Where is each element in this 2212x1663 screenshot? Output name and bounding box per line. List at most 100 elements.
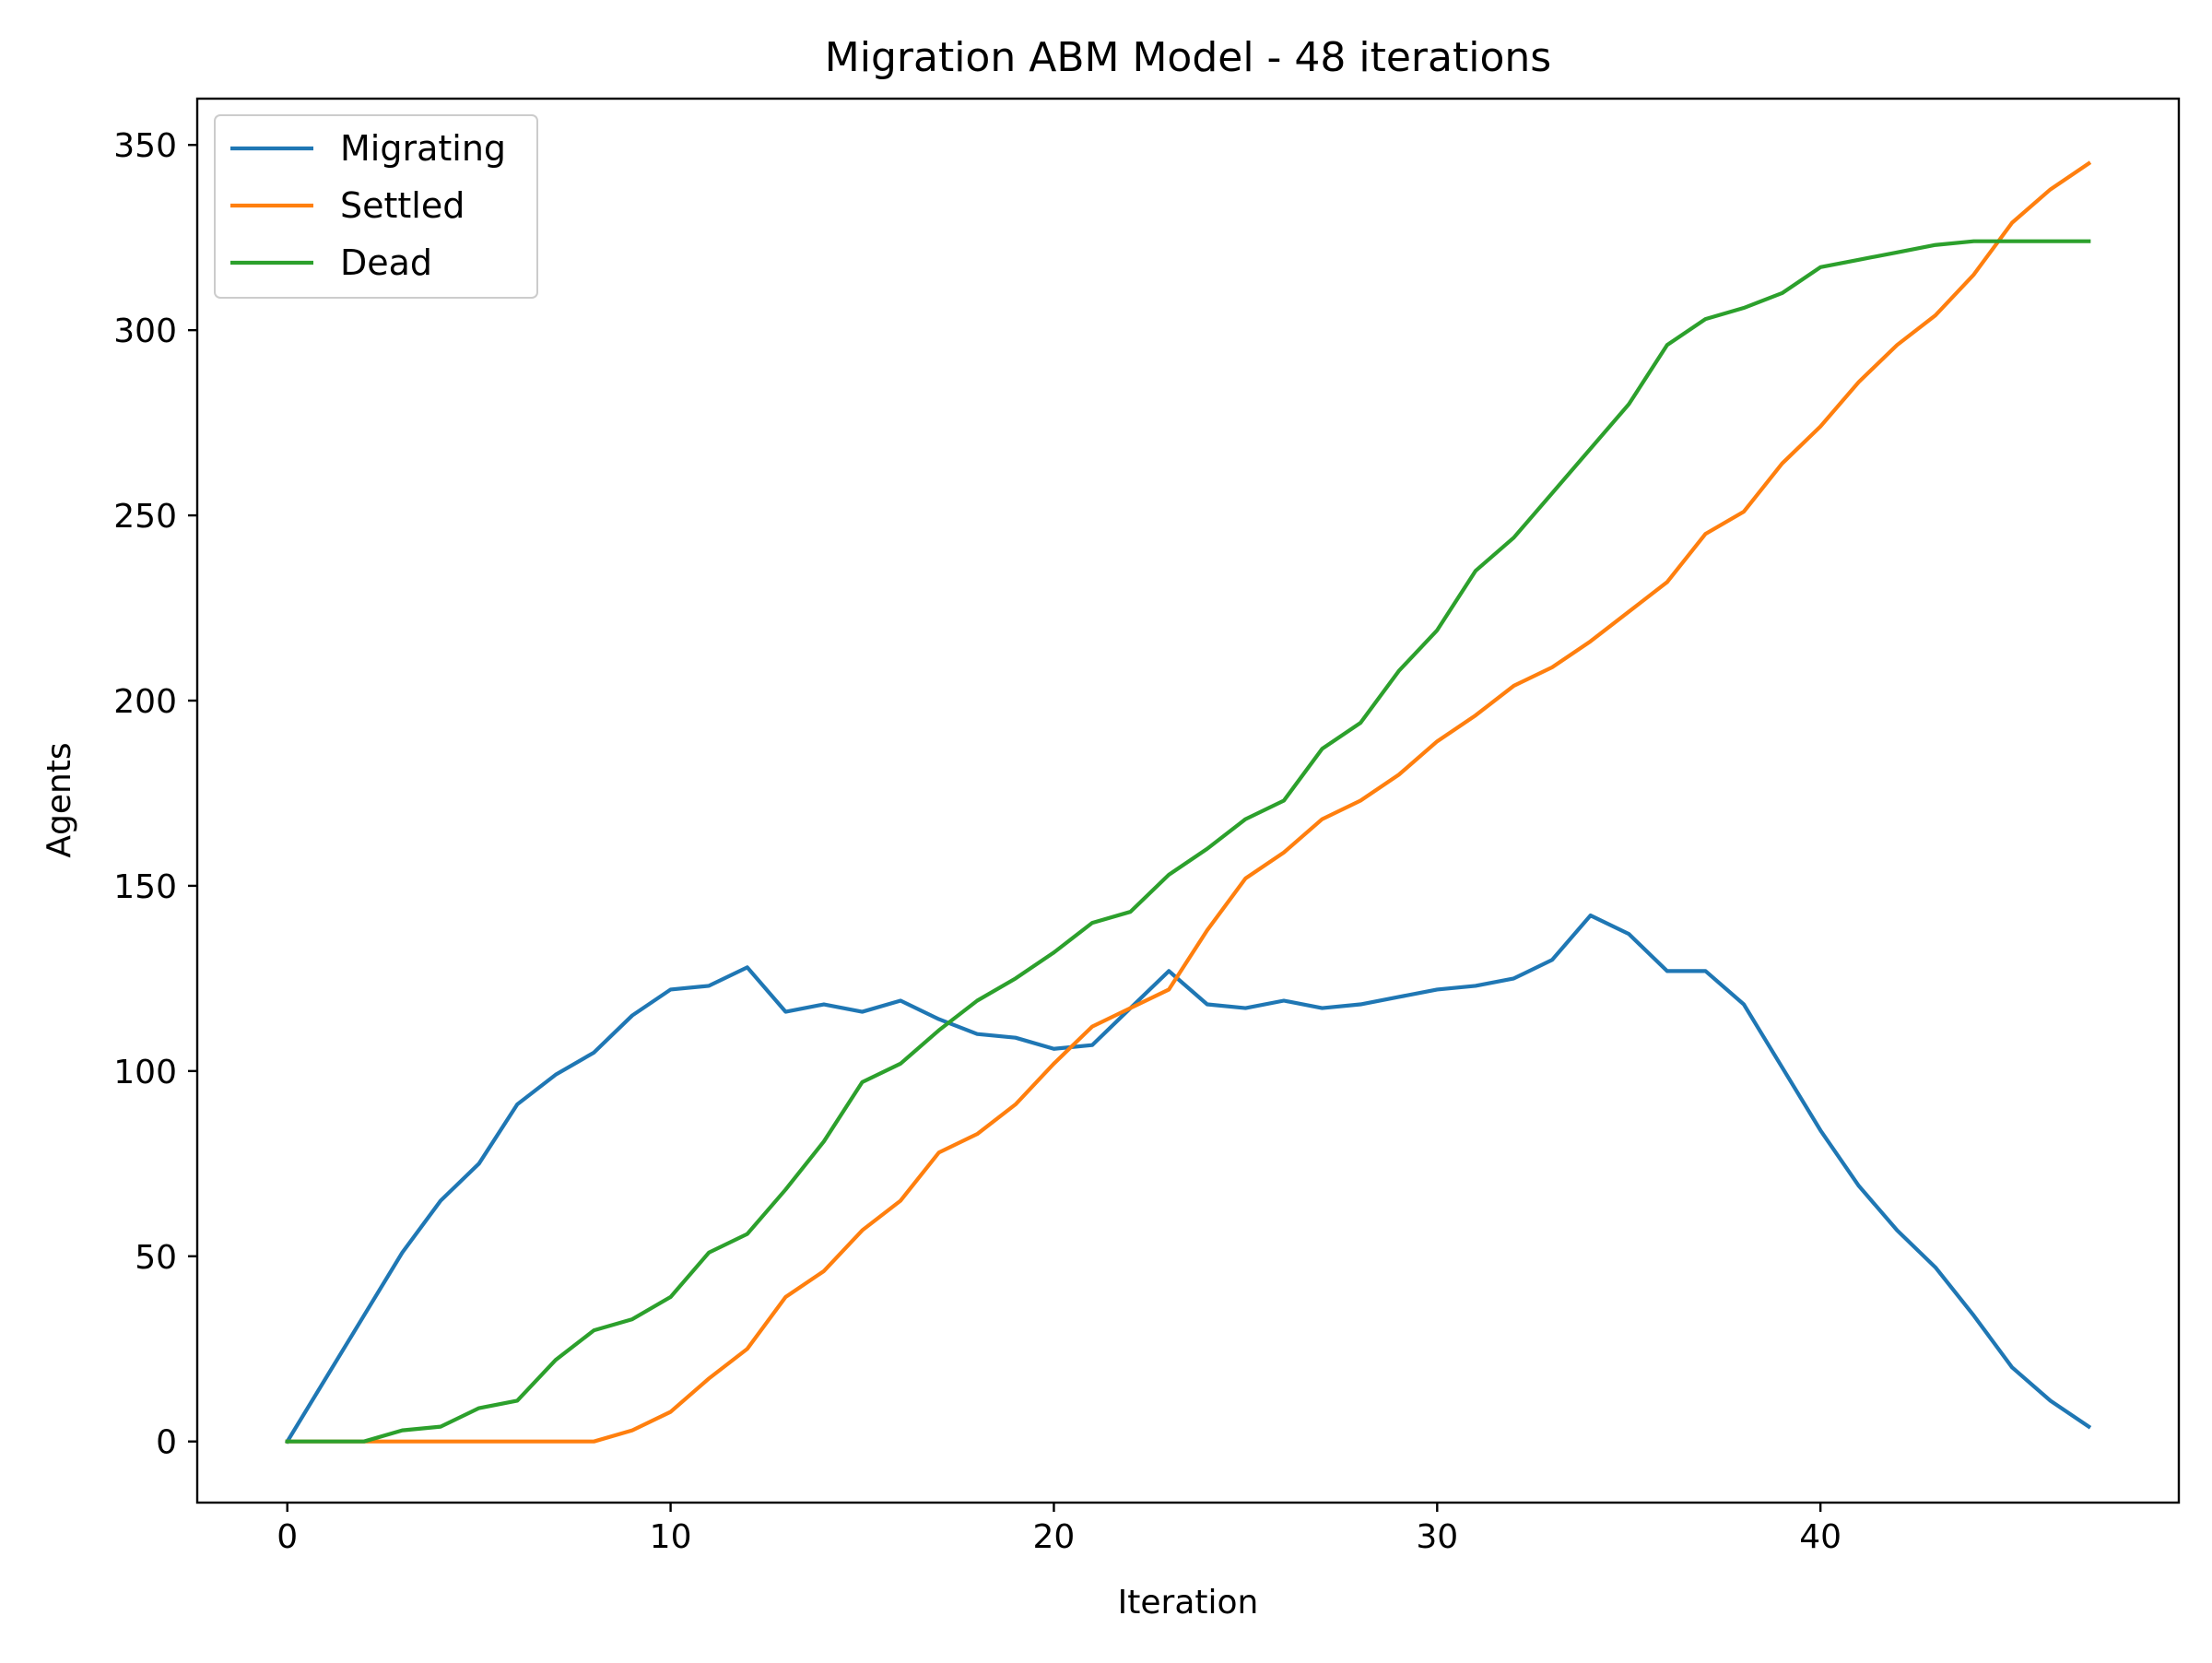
data-point-settled — [1397, 773, 1401, 776]
data-point-settled — [1627, 609, 1630, 613]
data-point-migrating — [1359, 1002, 1362, 1006]
data-point-settled — [1129, 1006, 1133, 1009]
data-point-migrating — [668, 987, 672, 991]
data-point-settled — [668, 1409, 672, 1413]
data-point-settled — [2087, 161, 2090, 165]
y-tick-label: 50 — [135, 1239, 177, 1277]
legend-label-migrating: Migrating — [340, 128, 506, 169]
data-point-settled — [1435, 739, 1439, 743]
data-point-migrating — [2049, 1398, 2053, 1402]
data-point-settled — [2049, 187, 2053, 191]
data-point-dead — [1665, 343, 1669, 347]
data-point-settled — [1512, 684, 1515, 688]
data-point-dead — [2049, 240, 2053, 243]
data-point-dead — [439, 1425, 442, 1429]
data-point-migrating — [899, 998, 902, 1002]
ticks-layer: 0 10 20 30 40 0 50 100 150 200 250 300 350 — [113, 127, 1841, 1556]
data-point-migrating — [1282, 998, 1286, 1002]
y-tick-label: 0 — [156, 1424, 177, 1462]
data-point-dead — [1589, 447, 1593, 451]
data-point-dead — [1780, 291, 1783, 295]
data-point-dead — [1320, 747, 1324, 750]
data-point-settled — [783, 1295, 787, 1299]
data-point-settled — [1665, 580, 1669, 584]
legend-items: Migrating Settled Dead — [230, 128, 506, 283]
data-point-dead — [975, 998, 979, 1002]
data-point-migrating — [1397, 995, 1401, 998]
data-point-settled — [1818, 425, 1822, 429]
x-tick-label: 40 — [1799, 1518, 1841, 1556]
data-point-settled — [822, 1269, 826, 1273]
legend-box — [214, 114, 538, 299]
x-tick-label: 0 — [276, 1518, 298, 1556]
data-point-dead — [822, 1139, 826, 1143]
data-point-migrating — [783, 1009, 787, 1013]
data-point-migrating — [1052, 1047, 1055, 1051]
data-point-dead — [860, 1080, 864, 1084]
data-point-migrating — [1895, 1229, 1899, 1233]
data-point-dead — [1435, 629, 1439, 632]
data-point-dead — [1206, 847, 1209, 851]
data-point-settled — [1474, 714, 1477, 717]
data-point-dead — [1474, 569, 1477, 572]
data-point-migrating — [1780, 1066, 1783, 1069]
data-point-dead — [592, 1328, 595, 1332]
data-point-migrating — [592, 1051, 595, 1055]
data-point-settled — [1703, 532, 1707, 536]
data-point-migrating — [1665, 969, 1669, 973]
data-point-dead — [1243, 817, 1247, 820]
y-tick-label: 100 — [113, 1054, 177, 1091]
data-point-settled — [2010, 221, 2014, 225]
data-point-settled — [1359, 798, 1362, 802]
data-point-dead — [1627, 402, 1630, 406]
data-point-migrating — [1320, 1006, 1324, 1009]
data-point-migrating — [439, 1198, 442, 1202]
data-point-settled — [477, 1440, 481, 1444]
data-point-settled — [515, 1440, 519, 1444]
y-axis-label: Agents — [41, 742, 78, 857]
data-point-dead — [1512, 536, 1515, 539]
data-point-dead — [1703, 317, 1707, 321]
data-point-dead — [1397, 669, 1401, 673]
x-tick-label: 10 — [650, 1518, 692, 1556]
data-point-settled — [899, 1198, 902, 1202]
data-point-migrating — [2010, 1365, 2014, 1369]
data-point-migrating — [1474, 984, 1477, 987]
data-point-dead — [362, 1440, 366, 1444]
data-point-settled — [1206, 928, 1209, 932]
series-line-settled — [285, 160, 2092, 1444]
data-point-dead — [2087, 240, 2090, 243]
legend-label-settled: Settled — [340, 185, 465, 226]
data-point-dead — [400, 1429, 404, 1433]
data-point-migrating — [2087, 1425, 2090, 1429]
data-point-settled — [1167, 987, 1171, 991]
data-point-settled — [1090, 1025, 1094, 1029]
data-point-migrating — [400, 1251, 404, 1255]
data-point-dead — [783, 1187, 787, 1191]
data-point-migrating — [362, 1314, 366, 1317]
data-point-dead — [1282, 798, 1286, 802]
data-point-migrating — [1627, 932, 1630, 936]
data-point-dead — [2010, 240, 2014, 243]
data-point-dead — [1090, 921, 1094, 925]
data-point-migrating — [1014, 1036, 1018, 1040]
y-tick-label: 150 — [113, 868, 177, 906]
data-point-settled — [707, 1376, 711, 1380]
data-point-settled — [1243, 877, 1247, 880]
data-point-settled — [1282, 851, 1286, 855]
series-line-migrating — [284, 913, 2092, 1445]
data-point-migrating — [1934, 1266, 1937, 1269]
y-tick-label: 250 — [113, 498, 177, 536]
data-point-dead — [477, 1406, 481, 1409]
legend-label-dead: Dead — [340, 242, 432, 283]
data-point-dead — [707, 1251, 711, 1255]
data-point-settled — [592, 1440, 595, 1444]
data-point-dead — [1359, 721, 1362, 725]
data-point-migrating — [1167, 969, 1171, 973]
data-point-dead — [630, 1317, 634, 1321]
data-point-migrating — [1703, 969, 1707, 973]
data-point-migrating — [1550, 958, 1554, 961]
data-point-dead — [746, 1233, 749, 1236]
data-point-settled — [1780, 462, 1783, 466]
data-point-settled — [746, 1347, 749, 1350]
